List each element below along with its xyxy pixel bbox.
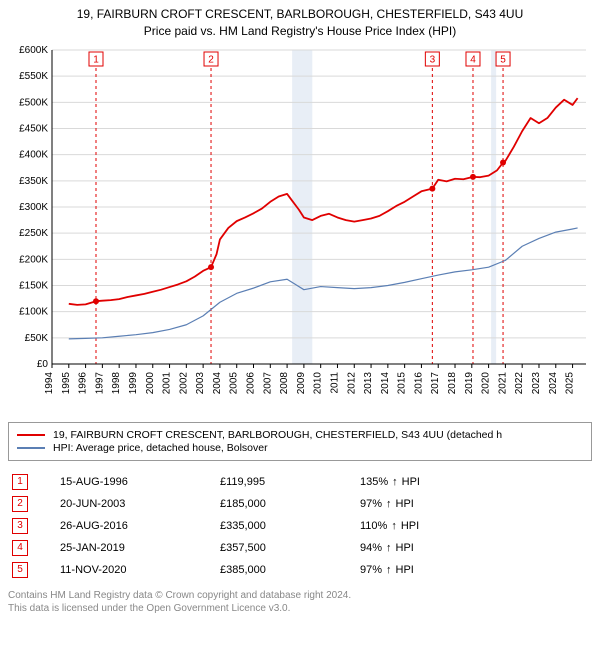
svg-text:£0: £0 xyxy=(37,359,49,370)
legend-swatch xyxy=(17,447,45,449)
arrow-up-icon: ↑ xyxy=(391,520,397,532)
footer-line-2: This data is licensed under the Open Gov… xyxy=(8,602,592,616)
svg-text:2014: 2014 xyxy=(380,371,391,394)
svg-text:4: 4 xyxy=(470,54,476,65)
svg-text:2016: 2016 xyxy=(413,371,424,394)
svg-text:2006: 2006 xyxy=(246,371,257,394)
sale-ratio: 135% ↑ HPI xyxy=(360,476,480,488)
svg-text:1: 1 xyxy=(93,54,99,65)
svg-text:1994: 1994 xyxy=(44,371,55,394)
sale-row: 2 20-JUN-2003£185,00097% ↑ HPI xyxy=(8,493,592,515)
svg-text:1997: 1997 xyxy=(94,371,105,394)
sale-ratio: 110% ↑ HPI xyxy=(360,520,480,532)
svg-text:£450K: £450K xyxy=(19,123,48,134)
svg-text:2011: 2011 xyxy=(329,371,340,393)
svg-text:2005: 2005 xyxy=(229,371,240,394)
sale-date: 26-AUG-2016 xyxy=(60,520,220,532)
sale-marker: 2 xyxy=(12,496,28,512)
sale-marker: 4 xyxy=(12,540,28,556)
sale-date: 11-NOV-2020 xyxy=(60,564,220,576)
svg-text:5: 5 xyxy=(500,54,506,65)
sale-row: 3 26-AUG-2016£335,000110% ↑ HPI xyxy=(8,515,592,537)
svg-text:2003: 2003 xyxy=(195,371,206,394)
sale-ratio: 97% ↑ HPI xyxy=(360,564,480,576)
svg-text:2019: 2019 xyxy=(464,371,475,394)
svg-text:£100K: £100K xyxy=(19,306,48,317)
legend: 19, FAIRBURN CROFT CRESCENT, BARLBOROUGH… xyxy=(8,422,592,461)
svg-text:2022: 2022 xyxy=(514,371,525,394)
sale-marker: 3 xyxy=(12,518,28,534)
svg-text:2012: 2012 xyxy=(346,371,357,394)
sale-price: £385,000 xyxy=(220,564,360,576)
svg-text:2024: 2024 xyxy=(548,371,559,394)
svg-text:£300K: £300K xyxy=(19,202,48,213)
sale-date: 20-JUN-2003 xyxy=(60,498,220,510)
svg-text:2013: 2013 xyxy=(363,371,374,394)
svg-text:£550K: £550K xyxy=(19,71,48,82)
arrow-up-icon: ↑ xyxy=(392,476,398,488)
svg-text:£50K: £50K xyxy=(25,332,49,343)
svg-text:2018: 2018 xyxy=(447,371,458,394)
sale-marker: 5 xyxy=(12,562,28,578)
arrow-up-icon: ↑ xyxy=(386,498,392,510)
sale-date: 25-JAN-2019 xyxy=(60,542,220,554)
svg-text:2025: 2025 xyxy=(565,371,576,394)
title-line-1: 19, FAIRBURN CROFT CRESCENT, BARLBOROUGH… xyxy=(8,6,592,23)
arrow-up-icon: ↑ xyxy=(386,542,392,554)
svg-text:2007: 2007 xyxy=(262,371,273,394)
svg-text:2010: 2010 xyxy=(313,371,324,394)
svg-text:2000: 2000 xyxy=(145,371,156,394)
svg-text:2015: 2015 xyxy=(397,371,408,394)
svg-text:2020: 2020 xyxy=(481,371,492,394)
legend-swatch xyxy=(17,434,45,436)
sale-price: £119,995 xyxy=(220,476,360,488)
arrow-up-icon: ↑ xyxy=(386,564,392,576)
sale-price: £335,000 xyxy=(220,520,360,532)
svg-text:£500K: £500K xyxy=(19,97,48,108)
sale-row: 5 11-NOV-2020£385,00097% ↑ HPI xyxy=(8,559,592,581)
svg-text:2017: 2017 xyxy=(430,371,441,394)
sale-marker: 1 xyxy=(12,474,28,490)
svg-text:£600K: £600K xyxy=(19,45,48,56)
legend-row: HPI: Average price, detached house, Bols… xyxy=(17,442,583,454)
figure-container: 19, FAIRBURN CROFT CRESCENT, BARLBOROUGH… xyxy=(0,0,600,624)
svg-text:2009: 2009 xyxy=(296,371,307,394)
svg-text:2002: 2002 xyxy=(178,371,189,394)
svg-text:1996: 1996 xyxy=(78,371,89,394)
sales-table: 1 15-AUG-1996£119,995135% ↑ HPI 2 20-JUN-20… xyxy=(8,471,592,581)
svg-text:£400K: £400K xyxy=(19,149,48,160)
legend-row: 19, FAIRBURN CROFT CRESCENT, BARLBOROUGH… xyxy=(17,429,583,441)
title-line-2: Price paid vs. HM Land Registry's House … xyxy=(8,23,592,40)
svg-text:£250K: £250K xyxy=(19,228,48,239)
svg-text:£150K: £150K xyxy=(19,280,48,291)
svg-text:£350K: £350K xyxy=(19,175,48,186)
svg-text:2004: 2004 xyxy=(212,371,223,394)
sale-row: 1 15-AUG-1996£119,995135% ↑ HPI xyxy=(8,471,592,493)
sale-row: 4 25-JAN-2019£357,50094% ↑ HPI xyxy=(8,537,592,559)
sale-price: £357,500 xyxy=(220,542,360,554)
svg-text:2021: 2021 xyxy=(497,371,508,394)
svg-text:£200K: £200K xyxy=(19,254,48,265)
legend-label: 19, FAIRBURN CROFT CRESCENT, BARLBOROUGH… xyxy=(53,429,502,441)
sale-ratio: 97% ↑ HPI xyxy=(360,498,480,510)
svg-text:3: 3 xyxy=(430,54,436,65)
sale-ratio: 94% ↑ HPI xyxy=(360,542,480,554)
svg-text:1995: 1995 xyxy=(61,371,72,394)
svg-text:2008: 2008 xyxy=(279,371,290,394)
svg-text:2023: 2023 xyxy=(531,371,542,394)
legend-label: HPI: Average price, detached house, Bols… xyxy=(53,442,268,454)
footer: Contains HM Land Registry data © Crown c… xyxy=(8,589,592,616)
svg-text:1999: 1999 xyxy=(128,371,139,394)
footer-line-1: Contains HM Land Registry data © Crown c… xyxy=(8,589,592,603)
sale-date: 15-AUG-1996 xyxy=(60,476,220,488)
chart: £0 £50K £100K £150K £200K £250K £300K £350K £400… xyxy=(8,44,592,414)
chart-svg: £0 £50K £100K £150K £200K £250K £300K £350K £400… xyxy=(8,44,592,414)
svg-text:2: 2 xyxy=(208,54,214,65)
title-block: 19, FAIRBURN CROFT CRESCENT, BARLBOROUGH… xyxy=(8,6,592,40)
svg-text:2001: 2001 xyxy=(162,371,173,394)
svg-text:1998: 1998 xyxy=(111,371,122,394)
sale-price: £185,000 xyxy=(220,498,360,510)
